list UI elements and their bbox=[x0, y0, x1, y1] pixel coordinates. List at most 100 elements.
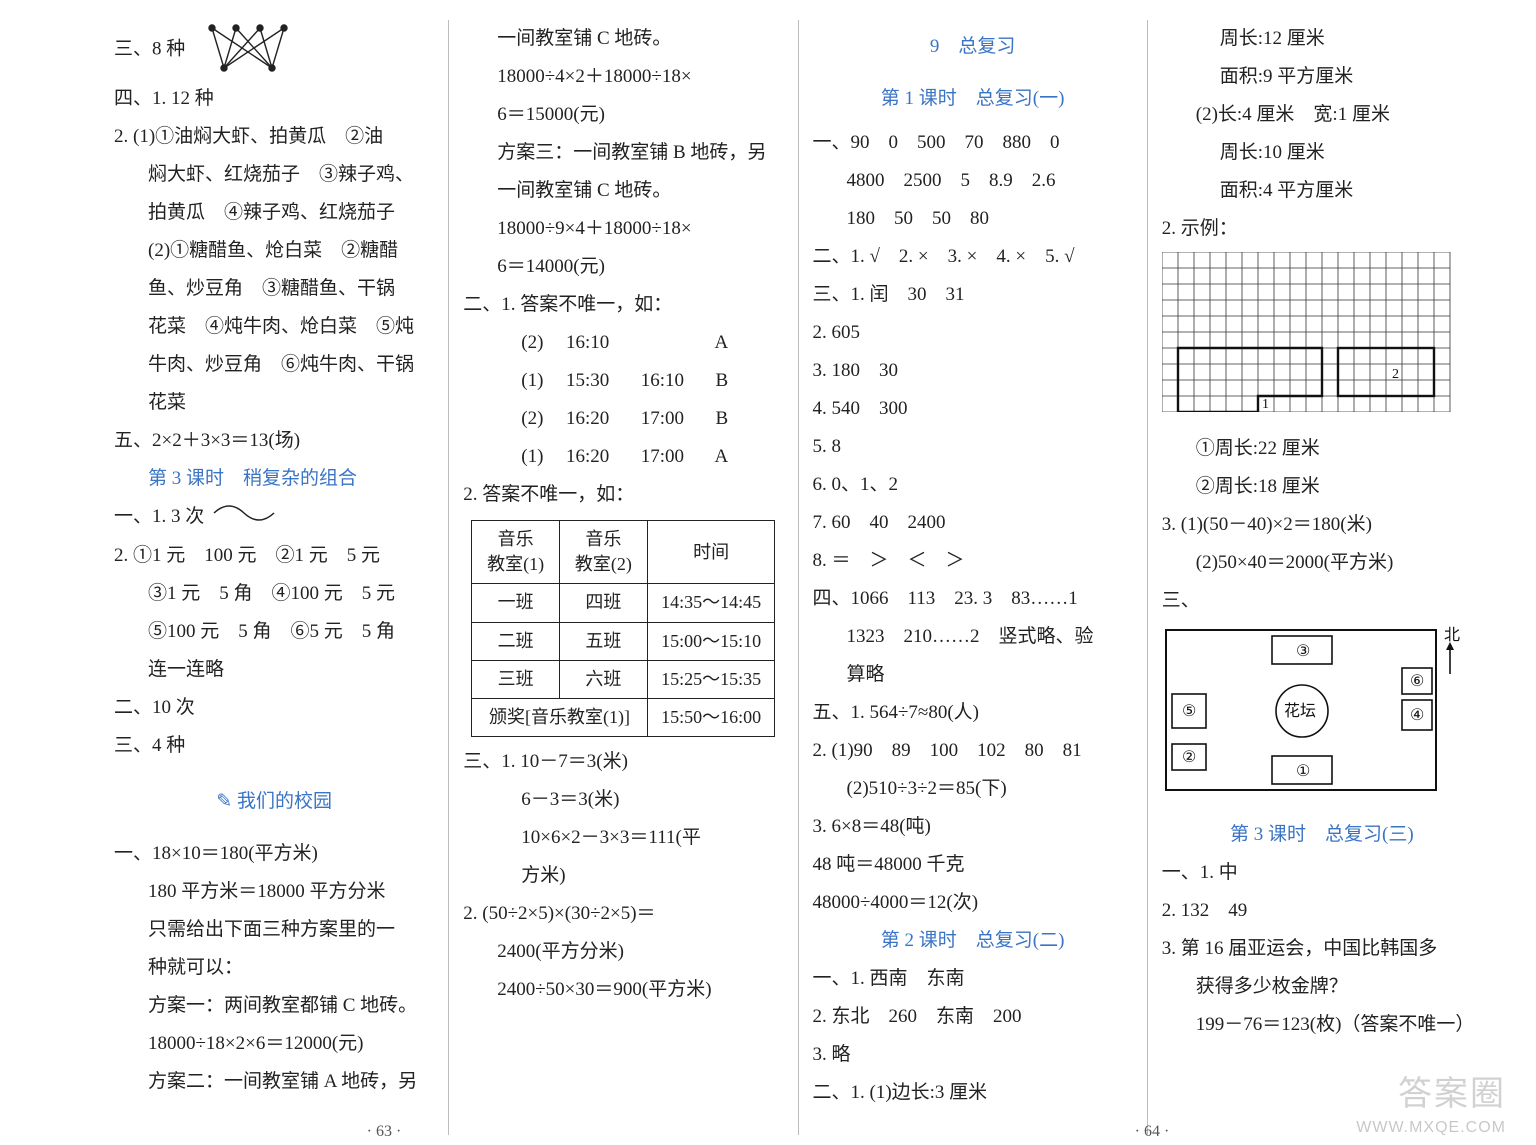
text-line: 2. (50÷2×5)×(30÷2×5)＝ bbox=[463, 895, 783, 933]
text-line: 五、2×2＋3×3＝13(场) bbox=[114, 422, 434, 460]
text-line: 拍黄瓜 ④辣子鸡、红烧茄子 bbox=[114, 194, 434, 232]
text-line: 一间教室铺 C 地砖。 bbox=[463, 20, 783, 58]
text-line: 1323 210……2 竖式略、验 bbox=[813, 618, 1133, 656]
text-line: 花菜 ④炖牛肉、炝白菜 ⑤炖 bbox=[114, 308, 434, 346]
text-line: 一、90 0 500 70 880 0 bbox=[813, 124, 1133, 162]
cell: 16:20 bbox=[566, 438, 636, 476]
text-line: 3. 第 16 届亚运会，中国比韩国多 bbox=[1162, 930, 1482, 968]
table-cell: 五班 bbox=[560, 622, 648, 660]
text-line: 2. 示例： bbox=[1162, 210, 1482, 248]
page-footer: · 63 · · 64 · bbox=[0, 1123, 1536, 1141]
text-line: 牛肉、炒豆角 ⑥炖牛肉、干锅 bbox=[114, 346, 434, 384]
matching-diagram bbox=[200, 20, 290, 80]
text-line: 三、 bbox=[1162, 582, 1482, 620]
text-line: 2400(平方分米) bbox=[463, 933, 783, 971]
table-row: 二班 五班 15:00～15:10 bbox=[472, 622, 775, 660]
text-line: 2400÷50×30＝900(平方米) bbox=[463, 971, 783, 1009]
text-line: 方案一：两间教室都铺 C 地砖。 bbox=[114, 987, 434, 1025]
text-line: 2. 东北 260 东南 200 bbox=[813, 998, 1133, 1036]
table-cell: 一班 bbox=[472, 584, 560, 622]
watermark-url: WWW.MXQE.COM bbox=[1356, 1119, 1506, 1137]
grid-label-2: 2 bbox=[1392, 367, 1399, 382]
cell: 16:20 bbox=[566, 400, 636, 438]
column-3: 9 总复习 第 1 课时 总复习(一) 一、90 0 500 70 880 0 … bbox=[799, 20, 1148, 1135]
text-line: 二、10 次 bbox=[114, 689, 434, 727]
text-line: 五、1. 564÷7≈80(人) bbox=[813, 694, 1133, 732]
text-line: 180 50 50 80 bbox=[813, 200, 1133, 238]
text-line: ③1 元 5 角 ④100 元 5 元 bbox=[114, 575, 434, 613]
text-line: 6＝15000(元) bbox=[463, 96, 783, 134]
section-title: 第 3 课时 总复习(三) bbox=[1162, 816, 1482, 854]
text-line: 一、1. 中 bbox=[1162, 854, 1482, 892]
table-row: 三班 六班 15:25～15:35 bbox=[472, 660, 775, 698]
schedule-table: 音乐 教室(1) 音乐 教室(2) 时间 一班 四班 14:35～14:45 二… bbox=[471, 520, 775, 737]
cell: 15:30 bbox=[566, 362, 636, 400]
cell: B bbox=[716, 370, 729, 391]
text-line: 2. 605 bbox=[813, 314, 1133, 352]
svg-text:③: ③ bbox=[1296, 643, 1310, 660]
text-line: 焖大虾、红烧茄子 ③辣子鸡、 bbox=[114, 156, 434, 194]
chapter-title: 9 总复习 bbox=[813, 28, 1133, 66]
grid-label-1: 1 bbox=[1262, 397, 1269, 412]
text-line: (2)①糖醋鱼、炝白菜 ②糖醋 bbox=[114, 232, 434, 270]
text-line: 三、1. 闰 30 31 bbox=[813, 276, 1133, 314]
text-line: 连一连略 bbox=[114, 651, 434, 689]
table-cell: 四班 bbox=[560, 584, 648, 622]
grid-diagram: 1 2 bbox=[1162, 252, 1452, 426]
text-line: 周长:10 厘米 bbox=[1162, 134, 1482, 172]
cell: A bbox=[714, 332, 728, 353]
text-line: 6. 0、1、2 bbox=[813, 466, 1133, 504]
table-cell: 六班 bbox=[560, 660, 648, 698]
table-cell: 15:25～15:35 bbox=[647, 660, 775, 698]
schedule-row: (1) 16:20 17:00 A bbox=[463, 438, 783, 476]
table-header: 音乐 教室(2) bbox=[560, 521, 648, 584]
svg-text:④: ④ bbox=[1410, 707, 1424, 724]
text-line: 三、4 种 bbox=[114, 727, 434, 765]
table-row: 颁奖[音乐教室(1)] 15:50～16:00 bbox=[472, 698, 775, 736]
svg-text:②: ② bbox=[1182, 749, 1196, 766]
text-line: ②周长:18 厘米 bbox=[1162, 468, 1482, 506]
text-line: 6－3＝3(米) bbox=[463, 781, 783, 819]
layout-diagram: ③ ① ⑤ ② ⑥ ④ 花坛 北 bbox=[1162, 626, 1442, 810]
table-cell: 15:50～16:00 bbox=[647, 698, 775, 736]
text-line: 一、1. 3 次 bbox=[114, 498, 434, 537]
text-line: 18000÷9×4＋18000÷18× bbox=[463, 210, 783, 248]
svg-text:⑤: ⑤ bbox=[1182, 703, 1196, 720]
text-line: 3. (1)(50－40)×2＝180(米) bbox=[1162, 506, 1482, 544]
text-line: 18000÷4×2＋18000÷18× bbox=[463, 58, 783, 96]
text-line: 10×6×2－3×3＝111(平 bbox=[463, 819, 783, 857]
text-line: 2. 132 49 bbox=[1162, 892, 1482, 930]
text-line: 8. ＝ ＞ ＜ ＞ bbox=[813, 542, 1133, 580]
section-title: 第 2 课时 总复习(二) bbox=[813, 922, 1133, 960]
cell: (1) bbox=[521, 438, 561, 476]
text-line: 方案三：一间教室铺 B 地砖，另 bbox=[463, 134, 783, 172]
table-cell: 14:35～14:45 bbox=[647, 584, 775, 622]
text-line: 2. 答案不唯一，如： bbox=[463, 476, 783, 514]
section-title: ✎ 我们的校园 bbox=[114, 783, 434, 821]
layout-center: 花坛 bbox=[1284, 702, 1316, 720]
text-line: 48 吨＝48000 千克 bbox=[813, 846, 1133, 884]
text-line: 方米) bbox=[463, 857, 783, 895]
text-line: 2. ①1 元 100 元 ②1 元 5 元 bbox=[114, 537, 434, 575]
table-row: 一班 四班 14:35～14:45 bbox=[472, 584, 775, 622]
cell: 16:10 bbox=[641, 362, 711, 400]
cell: A bbox=[714, 446, 728, 467]
cell: 17:00 bbox=[641, 438, 711, 476]
text-line: 四、1066 113 23. 3 83……1 bbox=[813, 580, 1133, 618]
text-line: 面积:4 平方厘米 bbox=[1162, 172, 1482, 210]
text-line: 7. 60 40 2400 bbox=[813, 504, 1133, 542]
section-title: 第 1 课时 总复习(一) bbox=[813, 80, 1133, 118]
text-line: 48000÷4000＝12(次) bbox=[813, 884, 1133, 922]
cell: 17:00 bbox=[641, 400, 711, 438]
table-cell: 二班 bbox=[472, 622, 560, 660]
cell-text: 音乐 教室(1) bbox=[487, 529, 544, 574]
table-header: 时间 bbox=[647, 521, 775, 584]
column-4: 周长:12 厘米 面积:9 平方厘米 (2)长:4 厘米 宽:1 厘米 周长:1… bbox=[1148, 20, 1496, 1135]
text-line: (2)510÷3÷2＝85(下) bbox=[813, 770, 1133, 808]
text-line: 算略 bbox=[813, 656, 1133, 694]
cell: (1) bbox=[521, 362, 561, 400]
text-line: 3. 略 bbox=[813, 1036, 1133, 1074]
text-line: 种就可以： bbox=[114, 949, 434, 987]
table-row: 音乐 教室(1) 音乐 教室(2) 时间 bbox=[472, 521, 775, 584]
svg-text:①: ① bbox=[1296, 763, 1310, 780]
